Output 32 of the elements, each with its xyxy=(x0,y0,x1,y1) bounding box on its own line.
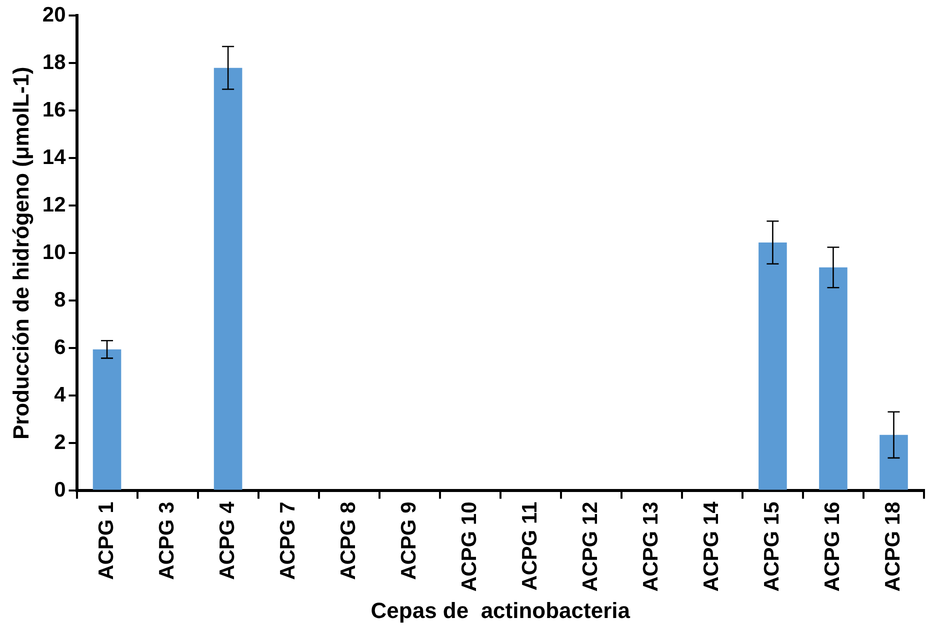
x-tick-label: ACPG 9 xyxy=(397,502,420,580)
x-tick-label: ACPG 10 xyxy=(458,502,481,592)
y-tick-label: 12 xyxy=(42,193,66,216)
y-tick-label: 14 xyxy=(42,146,66,169)
y-tick-label: 18 xyxy=(42,50,66,74)
x-tick-label: ACPG 4 xyxy=(216,501,239,580)
x-tick-label: ACPG 11 xyxy=(518,501,542,590)
bar xyxy=(92,349,122,490)
x-tick-label: ACPG 13 xyxy=(639,502,662,592)
y-axis-title: Producción de hidrógeno (μmolL-1) xyxy=(8,66,34,440)
y-tick-label: 10 xyxy=(42,240,66,264)
x-tick-label: ACPG 12 xyxy=(578,502,602,592)
x-tick-label: ACPG 16 xyxy=(821,502,844,592)
x-tick-label: ACPG 8 xyxy=(336,501,360,580)
y-tick-label: 4 xyxy=(54,384,66,407)
bar xyxy=(880,434,908,490)
y-tick-label: 8 xyxy=(54,288,66,312)
x-tick-label: ACPG 3 xyxy=(155,502,178,580)
x-tick-label: ACPG 1 xyxy=(94,501,118,580)
x-tick-label: ACPG 14 xyxy=(700,501,723,592)
y-tick-label: 6 xyxy=(54,336,66,359)
y-tick-label: 2 xyxy=(54,431,66,454)
bar xyxy=(214,68,242,490)
x-axis-title: Cepas de actinobacteria xyxy=(370,598,631,623)
bar xyxy=(819,267,848,490)
y-tick-label: 16 xyxy=(42,98,66,122)
y-tick-label: 20 xyxy=(42,3,66,26)
y-tick-label: 0 xyxy=(54,478,66,502)
bar xyxy=(758,242,787,490)
x-tick-label: ACPG 15 xyxy=(760,501,784,592)
x-tick-label: ACPG 7 xyxy=(276,502,300,580)
x-tick-label: ACPG 18 xyxy=(882,501,905,592)
